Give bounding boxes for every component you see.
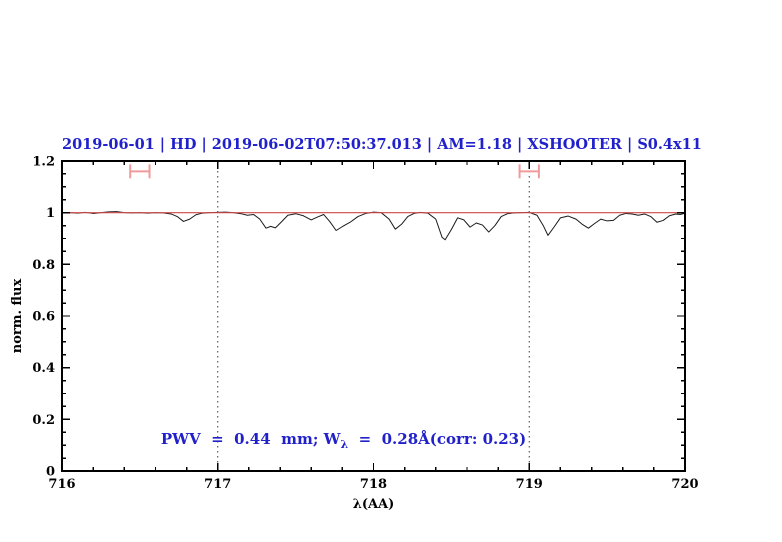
x-tick-label: 716 — [48, 477, 75, 492]
y-tick-label: 1 — [46, 206, 55, 221]
x-tick-label: 720 — [671, 477, 698, 492]
y-tick-label: 0.4 — [32, 361, 55, 376]
y-tick-labels: 0 0.2 0.4 0.6 0.8 1 1.2 — [32, 155, 55, 480]
y-tick-label: 1.2 — [32, 155, 55, 170]
y-tick-label: 0.8 — [32, 258, 55, 273]
y-axis-title: norm. flux — [10, 278, 25, 354]
x-tick-label: 719 — [516, 477, 543, 492]
x-tick-label: 717 — [204, 477, 231, 492]
y-tick-label: 0.2 — [32, 413, 55, 428]
reference-vlines — [217, 161, 530, 471]
axis-ticks — [61, 160, 686, 472]
pwv-annotation-prefix: PWV = 0.44 mm; W — [160, 430, 341, 448]
x-axis-title: λ(AA) — [352, 497, 395, 512]
telluric-spectrum-line — [61, 211, 686, 241]
y-tick-label: 0.6 — [32, 310, 55, 325]
pwv-annotation-lambda-subscript: λ — [340, 438, 349, 451]
x-tick-label: 718 — [360, 477, 387, 492]
y-tick-label: 0 — [46, 465, 55, 480]
x-tick-labels: 716 717 718 719 720 — [48, 477, 698, 492]
line-window-markers — [129, 164, 540, 179]
pwv-annotation: PWV = 0.44 mm; Wλ = 0.28Å(corr: 0.23) — [140, 412, 526, 466]
pwv-annotation-suffix: = 0.28Å(corr: 0.23) — [348, 430, 527, 448]
plot-title: 2019-06-01 | HD | 2019-06-02T07:50:37.01… — [62, 136, 702, 153]
